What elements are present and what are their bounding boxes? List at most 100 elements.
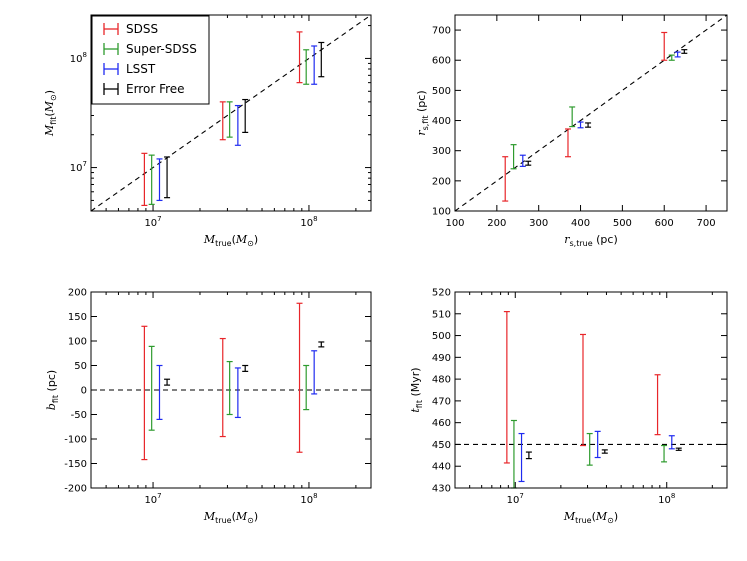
- y-tick-label: 510: [432, 309, 451, 320]
- x-axis-label: Mtrue(M⊙): [203, 510, 258, 525]
- series-sdss: [502, 31, 668, 202]
- x-tick-label: 107: [144, 492, 161, 506]
- error-bar: [601, 449, 608, 454]
- plot-frame: [454, 291, 728, 489]
- x-tick-label: 100: [445, 218, 464, 229]
- error-bar: [219, 101, 226, 141]
- y-tick-label: 470: [432, 396, 451, 407]
- error-bar: [242, 364, 249, 372]
- error-bar: [569, 106, 576, 128]
- series-super-sdss: [510, 419, 668, 489]
- y-tick-label: 440: [432, 462, 451, 473]
- x-tick-label: 107: [507, 492, 524, 506]
- error-bar: [242, 98, 249, 134]
- error-bar: [681, 49, 688, 54]
- identity-reference-line: [91, 15, 371, 211]
- x-tick-label: 108: [300, 492, 317, 506]
- y-tick-label: 430: [432, 484, 451, 495]
- y-tick-label: 400: [432, 116, 451, 127]
- error-bar: [148, 345, 155, 431]
- y-tick-label: 450: [432, 440, 451, 451]
- x-tick-label: 107: [144, 215, 161, 229]
- error-bar: [156, 158, 163, 202]
- error-bar: [156, 364, 163, 420]
- series-error-free: [164, 41, 325, 199]
- x-tick-label: 300: [529, 218, 548, 229]
- y-tick-label: -200: [64, 484, 87, 495]
- error-bar: [296, 31, 303, 84]
- error-bar: [518, 432, 525, 483]
- error-bar: [503, 311, 510, 464]
- error-bar: [675, 447, 682, 451]
- y-tick-label: 150: [68, 312, 87, 323]
- panel-mass: 107 108 107 108 Mtrue(M⊙) Mfit(M⊙) SDSS Super-S…: [43, 14, 372, 248]
- series-sdss: [141, 302, 303, 461]
- y-tick-label: 500: [432, 86, 451, 97]
- y-tick-label: 700: [432, 26, 451, 37]
- error-bar: [668, 435, 675, 450]
- legend-label: SDSS: [126, 22, 158, 36]
- y-axis-label: Mfit(M⊙): [43, 90, 58, 137]
- y-tick-label: -100: [64, 435, 87, 446]
- x-tick-label: 200: [487, 218, 506, 229]
- x-tick-label: 400: [571, 218, 590, 229]
- legend-key-super-sdss: [103, 43, 119, 55]
- y-tick-label: 490: [432, 353, 451, 364]
- error-bar: [585, 122, 592, 128]
- y-axis-label: tfit (Myr): [409, 367, 424, 412]
- error-bar: [303, 49, 310, 85]
- error-bar: [510, 419, 517, 489]
- error-bar: [296, 302, 303, 453]
- y-tick-label: 500: [432, 331, 451, 342]
- series-error-free: [164, 341, 325, 386]
- series-error-free: [525, 447, 682, 460]
- y-axis-label: bfit (pc): [45, 370, 60, 410]
- legend-key-sdss: [103, 23, 119, 35]
- error-bar: [234, 367, 241, 419]
- series-sdss: [503, 311, 661, 464]
- error-bar: [661, 31, 668, 61]
- error-bar: [661, 444, 668, 463]
- error-bar: [674, 51, 681, 58]
- series-lsst: [518, 430, 675, 483]
- x-axis-label: rs,true (pc): [564, 233, 618, 248]
- x-tick-label: 600: [655, 218, 674, 229]
- y-tick-label: 600: [432, 56, 451, 67]
- y-axis-label: rs,fit (pc): [415, 90, 430, 135]
- y-tick-label: 520: [432, 288, 451, 299]
- y-tick-label: 200: [432, 176, 451, 187]
- error-bar: [594, 430, 601, 459]
- y-tick-label: 50: [74, 361, 87, 372]
- error-bar: [141, 152, 148, 207]
- x-tick-label: 108: [300, 215, 317, 229]
- x-axis-label: Mtrue(M⊙): [563, 510, 618, 525]
- error-bar: [502, 156, 509, 202]
- y-tick-label: 460: [432, 418, 451, 429]
- error-bar: [311, 350, 318, 395]
- y-tick-label: 107: [70, 160, 87, 174]
- error-bar: [519, 154, 526, 167]
- y-tick-label: 300: [432, 146, 451, 157]
- y-tick-label: -150: [64, 459, 87, 470]
- error-bar: [311, 45, 318, 85]
- y-tick-label: 100: [68, 337, 87, 348]
- y-tick-label: 108: [70, 51, 87, 65]
- error-bar: [586, 432, 593, 466]
- y-tick-label: -50: [71, 410, 87, 421]
- error-bar: [141, 325, 148, 461]
- error-bar: [164, 378, 171, 386]
- legend-key-error-free: [103, 83, 119, 95]
- plot-frame: [454, 14, 728, 212]
- series-lsst: [519, 51, 681, 167]
- identity-reference-line: [455, 15, 727, 211]
- panel-impact: 107 108 -200 -150 -100 -50 0 50 100 150 200 Mtrue(M…: [45, 288, 372, 525]
- error-bar: [579, 333, 586, 447]
- error-bar: [226, 101, 233, 138]
- series-super-sdss: [148, 345, 310, 431]
- x-tick-label: 108: [658, 492, 675, 506]
- y-tick-label: 0: [81, 386, 87, 397]
- series-error-free: [525, 49, 688, 166]
- y-tick-label: 200: [68, 288, 87, 299]
- y-tick-label: 480: [432, 375, 451, 386]
